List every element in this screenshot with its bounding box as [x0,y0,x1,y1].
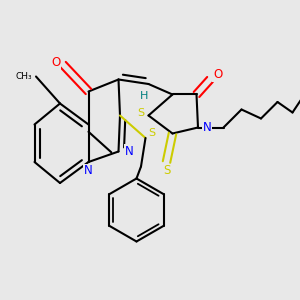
Text: N: N [124,145,134,158]
Text: O: O [51,56,60,70]
Text: O: O [213,68,222,82]
Text: H: H [140,91,148,101]
Text: CH₃: CH₃ [16,72,32,81]
Text: S: S [137,107,145,118]
Text: N: N [202,121,211,134]
Text: S: S [148,128,155,139]
Text: N: N [84,164,93,178]
Text: S: S [163,164,170,178]
